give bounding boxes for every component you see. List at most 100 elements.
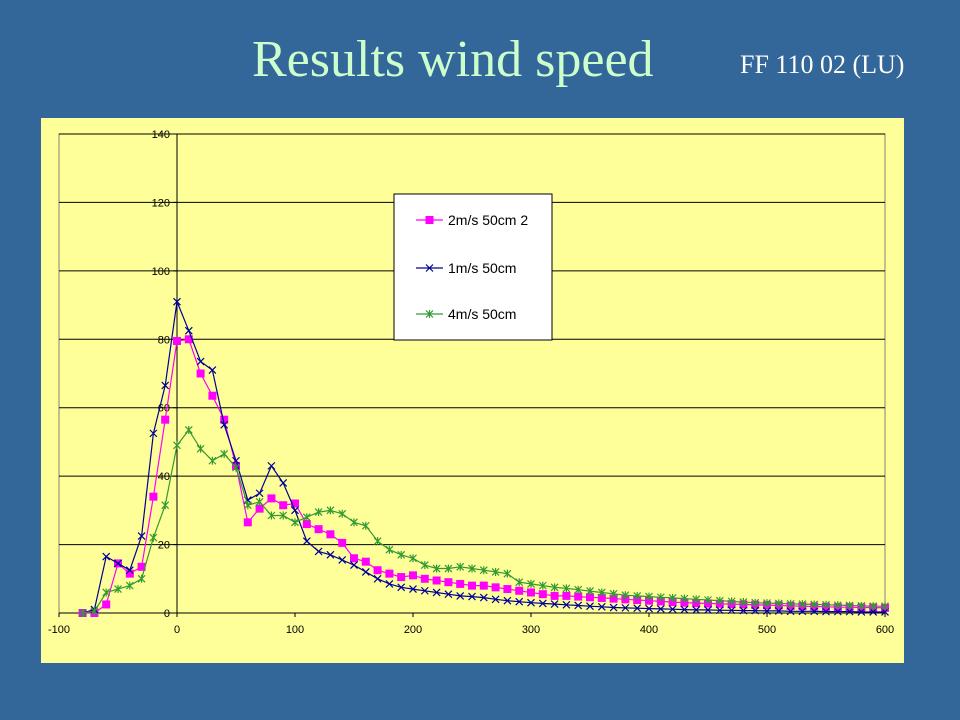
- data-point: [102, 552, 111, 561]
- y-tick-label: 140: [152, 129, 170, 141]
- data-point: [527, 588, 535, 597]
- data-point: [385, 545, 394, 554]
- data-point: [468, 581, 476, 590]
- data-point: [668, 593, 677, 602]
- legend-label: 1m/s 50cm: [448, 260, 516, 276]
- data-point: [479, 566, 488, 575]
- data-point: [196, 444, 205, 453]
- data-point: [432, 576, 441, 585]
- data-point: [692, 595, 701, 604]
- data-point: [527, 579, 535, 588]
- data-point: [833, 601, 842, 610]
- data-point: [397, 573, 406, 582]
- data-point: [243, 518, 252, 527]
- data-point: [279, 479, 288, 487]
- data-point: [161, 501, 170, 510]
- data-point: [727, 597, 736, 606]
- data-point: [822, 600, 830, 609]
- data-point: [302, 513, 311, 522]
- data-point: [621, 591, 630, 600]
- data-point: [881, 608, 889, 616]
- data-point: [656, 604, 665, 613]
- data-point: [232, 456, 240, 465]
- data-point: [314, 525, 323, 534]
- y-tick-label: 100: [152, 266, 170, 278]
- y-tick-label: 80: [158, 334, 170, 346]
- data-point: [586, 587, 594, 596]
- data-point: [409, 554, 417, 563]
- data-point: [597, 588, 606, 597]
- data-point: [786, 599, 795, 608]
- legend-box: [393, 193, 553, 341]
- legend-label: 2m/s 50cm 2: [448, 212, 528, 228]
- data-point: [739, 598, 748, 607]
- data-point: [196, 357, 205, 366]
- data-point: [881, 602, 889, 611]
- data-point: [668, 605, 677, 614]
- data-point: [338, 538, 347, 547]
- data-point: [385, 579, 394, 588]
- data-point: [786, 607, 795, 616]
- data-point: [574, 592, 583, 601]
- data-point: [727, 606, 736, 615]
- x-tick-label: 100: [286, 624, 304, 636]
- data-point: [196, 369, 205, 378]
- data-point: [739, 606, 748, 615]
- data-point: [444, 578, 453, 587]
- data-point: [208, 391, 217, 400]
- data-point: [763, 607, 771, 615]
- data-point: [491, 567, 500, 576]
- data-point: [243, 501, 252, 510]
- data-point: [680, 594, 689, 603]
- data-point: [609, 603, 618, 612]
- data-point: [574, 601, 583, 610]
- data-point: [302, 537, 311, 546]
- data-point: [149, 533, 158, 542]
- x-tick-label: -100: [48, 624, 70, 636]
- data-point: [751, 598, 760, 607]
- data-point: [208, 366, 217, 375]
- data-point: [562, 591, 571, 600]
- data-point: [338, 509, 347, 518]
- legend: 2m/s 50cm 2 1m/s 50cm 4m/s 50cm: [393, 193, 553, 341]
- data-point: [597, 602, 606, 611]
- data-point: [90, 607, 99, 616]
- data-point: [291, 506, 299, 515]
- data-point: [279, 511, 288, 520]
- data-point: [361, 557, 370, 566]
- data-point: [420, 586, 429, 595]
- data-point: [574, 585, 583, 594]
- data-point: [798, 600, 807, 609]
- data-point: [137, 532, 146, 540]
- series-layer: [78, 297, 889, 617]
- data-point: [373, 537, 382, 546]
- data-point: [645, 592, 653, 601]
- data-point: [503, 585, 512, 594]
- data-point: [409, 571, 417, 580]
- data-point: [326, 530, 335, 539]
- data-point: [680, 605, 689, 614]
- data-point: [774, 607, 783, 615]
- data-point: [114, 585, 122, 594]
- data-point: [491, 583, 500, 592]
- data-point: [857, 601, 866, 610]
- data-point: [102, 600, 111, 609]
- data-point: [633, 591, 642, 600]
- data-point: [267, 461, 276, 470]
- data-point: [125, 581, 134, 590]
- data-point: [810, 607, 819, 616]
- x-tick-label: 0: [174, 624, 180, 636]
- data-point: [857, 608, 866, 616]
- data-point: [550, 600, 559, 609]
- data-point: [515, 578, 524, 587]
- data-point: [538, 599, 547, 608]
- data-point: [397, 550, 406, 559]
- data-point: [704, 605, 712, 614]
- data-point: [161, 415, 170, 424]
- data-point: [385, 569, 394, 578]
- data-point: [479, 593, 488, 602]
- data-point: [503, 596, 512, 605]
- data-point: [515, 597, 524, 606]
- data-point: [420, 574, 429, 583]
- legend-marker: [425, 264, 434, 272]
